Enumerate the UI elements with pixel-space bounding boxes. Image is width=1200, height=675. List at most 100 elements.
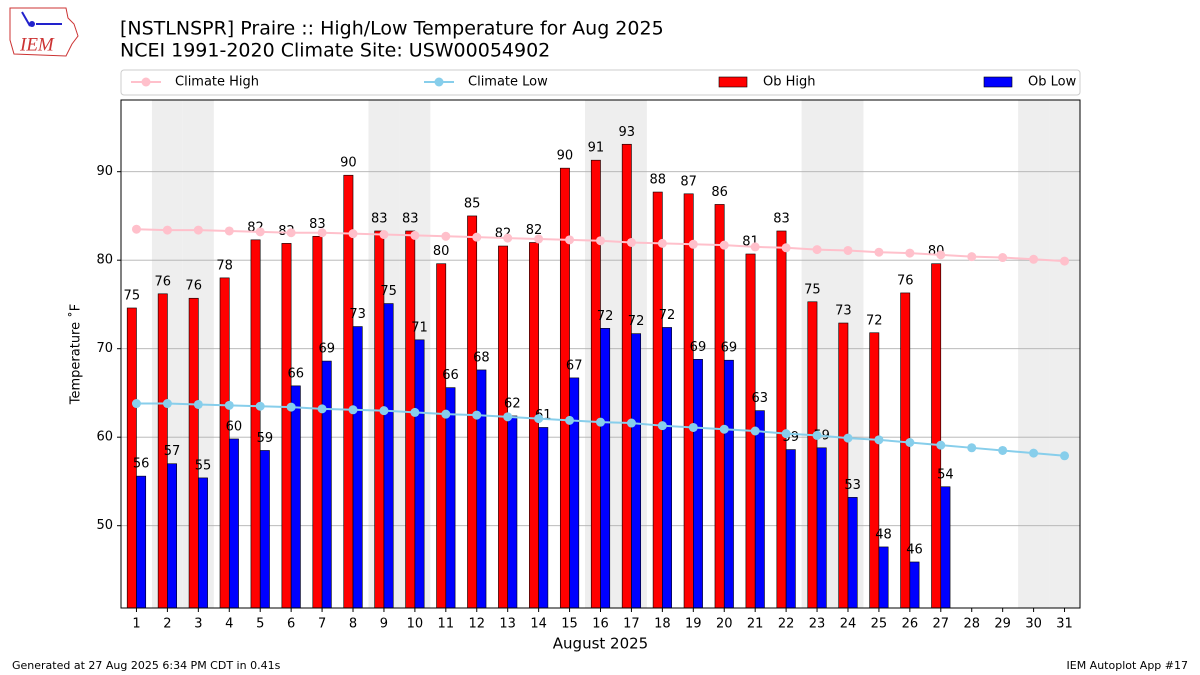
y-tick-label: 60 — [96, 430, 113, 445]
x-tick-label: 30 — [1025, 617, 1042, 632]
line-marker — [596, 417, 605, 427]
bar — [683, 193, 694, 609]
bar — [838, 322, 849, 609]
data-label: 56 — [133, 457, 150, 472]
bar — [259, 450, 270, 609]
data-label: 73 — [349, 307, 366, 322]
x-tick-label: 28 — [963, 617, 980, 632]
x-tick-label: 20 — [716, 617, 733, 632]
line-marker — [1029, 254, 1039, 264]
line-marker — [750, 426, 760, 436]
bar — [714, 204, 725, 609]
bar — [900, 292, 911, 609]
x-tick-label: 4 — [225, 617, 233, 632]
bar — [436, 263, 447, 609]
x-tick-label: 8 — [349, 617, 357, 632]
legend-swatch — [983, 76, 1013, 88]
line-marker — [1060, 256, 1070, 266]
x-tick-label: 13 — [499, 617, 516, 632]
line-marker — [503, 412, 513, 422]
line-marker — [348, 229, 358, 239]
bar — [931, 263, 942, 609]
line-marker — [472, 410, 482, 420]
data-label: 76 — [897, 273, 914, 288]
x-tick-label: 5 — [256, 617, 264, 632]
x-tick-label: 12 — [468, 617, 485, 632]
line-marker — [967, 252, 977, 262]
line-marker — [843, 433, 853, 443]
data-label: 69 — [690, 340, 707, 355]
line-marker — [596, 236, 605, 246]
line-marker — [348, 405, 358, 415]
line-marker — [534, 234, 544, 244]
line-marker — [410, 407, 420, 417]
data-label: 85 — [464, 196, 481, 211]
bar — [816, 447, 827, 609]
line-marker — [193, 399, 203, 409]
data-label: 59 — [257, 431, 274, 446]
x-tick-label: 2 — [163, 617, 171, 632]
bar — [476, 369, 487, 609]
bar — [167, 463, 177, 609]
line-marker — [874, 435, 884, 445]
bar — [631, 333, 642, 609]
line-marker — [317, 228, 327, 238]
data-label: 68 — [473, 350, 490, 365]
bar — [188, 297, 199, 609]
line-marker — [131, 399, 141, 409]
legend-swatch — [718, 76, 748, 88]
bar — [662, 327, 672, 609]
legend-label: Ob High — [763, 75, 816, 90]
x-tick-label: 29 — [994, 617, 1011, 632]
bar — [600, 328, 611, 609]
bar — [847, 497, 858, 609]
footer-left: Generated at 27 Aug 2025 6:34 PM CDT in … — [12, 659, 281, 672]
line-marker — [626, 237, 636, 247]
data-label: 62 — [504, 396, 521, 411]
bar — [785, 449, 796, 609]
y-tick-label: 70 — [96, 341, 113, 356]
plot-frame — [120, 99, 1081, 609]
logo-text: IEM — [19, 34, 55, 55]
line-marker — [998, 445, 1008, 455]
line-marker — [193, 225, 203, 235]
data-label: 82 — [526, 223, 543, 238]
line-marker — [688, 239, 698, 249]
subtitle: NCEI 1991-2020 Climate Site: USW00054902 — [120, 40, 550, 62]
bar — [219, 277, 230, 609]
bar — [693, 359, 703, 609]
line-marker — [441, 409, 451, 419]
x-tick-label: 23 — [809, 617, 826, 632]
legend-label: Ob Low — [1028, 75, 1077, 90]
bar — [136, 475, 147, 609]
bar — [878, 546, 889, 609]
bar — [383, 303, 394, 609]
line-marker — [224, 226, 234, 236]
line-marker — [905, 248, 915, 258]
data-label: 75 — [804, 282, 821, 297]
x-tick-label: 25 — [871, 617, 888, 632]
title: [NSTLNSPR] Praire :: High/Low Temperatur… — [120, 18, 664, 40]
data-label: 90 — [340, 156, 357, 171]
bar — [405, 230, 416, 609]
data-label: 76 — [185, 279, 202, 294]
data-label: 83 — [402, 211, 419, 226]
line-marker — [503, 233, 513, 243]
x-tick-label: 9 — [380, 617, 388, 632]
bar — [652, 191, 663, 609]
data-label: 83 — [773, 211, 790, 226]
bar — [807, 301, 818, 609]
bar — [754, 410, 765, 609]
data-label: 63 — [752, 391, 769, 406]
line-marker — [1029, 448, 1039, 458]
line-marker — [565, 415, 575, 425]
line-marker — [905, 438, 915, 448]
bar — [445, 387, 456, 609]
legend-label: Climate High — [175, 75, 259, 90]
x-tick-label: 27 — [933, 617, 950, 632]
line-marker — [781, 243, 791, 253]
x-tick-label: 19 — [685, 617, 702, 632]
data-label: 57 — [164, 444, 181, 459]
line-marker — [843, 245, 853, 255]
line-marker — [255, 227, 265, 237]
